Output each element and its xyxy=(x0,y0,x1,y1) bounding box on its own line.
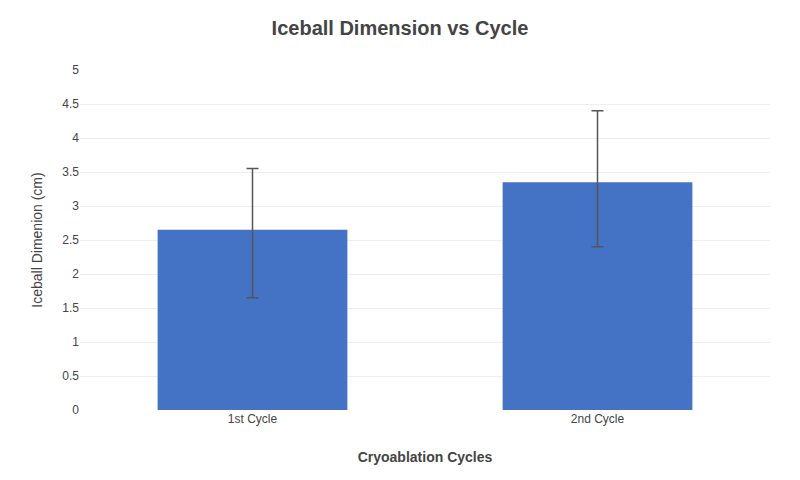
svg-text:5: 5 xyxy=(72,63,79,77)
svg-text:2.5: 2.5 xyxy=(62,233,79,247)
svg-text:Iceball Dimenion (cm): Iceball Dimenion (cm) xyxy=(29,172,45,307)
svg-text:2nd Cycle: 2nd Cycle xyxy=(571,412,625,426)
svg-text:Iceball Dimension vs Cycle: Iceball Dimension vs Cycle xyxy=(272,17,529,39)
svg-text:1: 1 xyxy=(72,335,79,349)
svg-text:0: 0 xyxy=(72,403,79,417)
svg-text:2: 2 xyxy=(72,267,79,281)
svg-text:4: 4 xyxy=(72,131,79,145)
svg-text:Cryoablation Cycles: Cryoablation Cycles xyxy=(358,449,493,465)
svg-text:4.5: 4.5 xyxy=(62,97,79,111)
svg-text:0.5: 0.5 xyxy=(62,369,79,383)
svg-text:3: 3 xyxy=(72,199,79,213)
svg-text:3.5: 3.5 xyxy=(62,165,79,179)
svg-text:1st Cycle: 1st Cycle xyxy=(228,412,278,426)
svg-text:1.5: 1.5 xyxy=(62,301,79,315)
